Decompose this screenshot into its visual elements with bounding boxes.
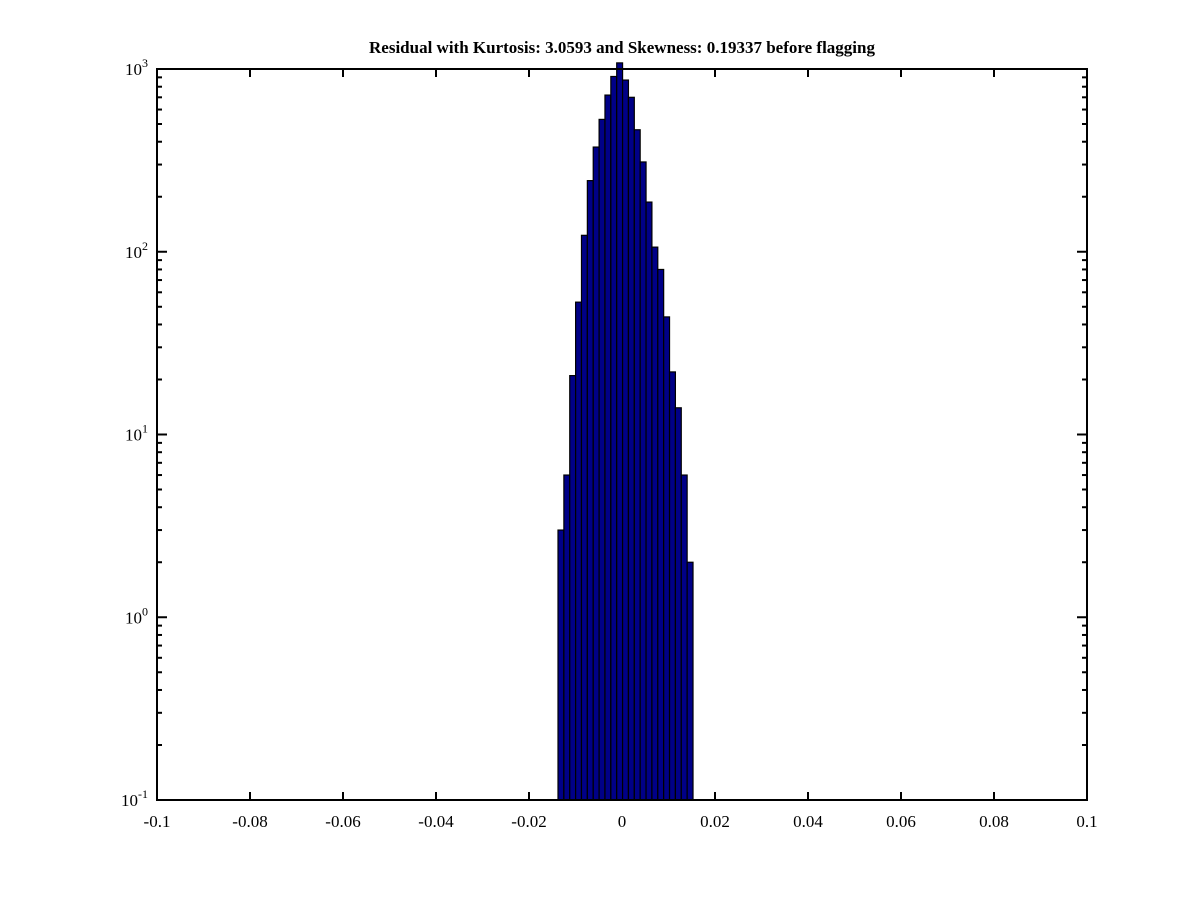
y-tick-label: 100 bbox=[125, 604, 148, 627]
histogram-bar bbox=[563, 474, 571, 801]
x-tick-label: -0.02 bbox=[511, 812, 546, 831]
histogram-bar bbox=[663, 316, 671, 801]
x-tick-label: 0.08 bbox=[979, 812, 1009, 831]
y-tick-label: 103 bbox=[125, 56, 148, 79]
histogram-bar bbox=[668, 371, 677, 801]
x-tick-label: -0.04 bbox=[418, 812, 454, 831]
histogram-bar bbox=[598, 118, 606, 801]
x-tick-label: 0.06 bbox=[886, 812, 916, 831]
histogram-bar bbox=[627, 96, 635, 801]
x-tick-label: 0.1 bbox=[1076, 812, 1097, 831]
y-tick-label: 101 bbox=[125, 422, 148, 445]
x-tick-label: 0 bbox=[618, 812, 627, 831]
y-tick-label: 10-1 bbox=[121, 787, 148, 810]
x-tick-label: 0.02 bbox=[700, 812, 730, 831]
histogram-bar bbox=[645, 201, 653, 801]
histogram-bar bbox=[686, 561, 694, 801]
histogram-bar bbox=[621, 79, 630, 801]
histogram-bar bbox=[569, 375, 577, 801]
histogram-bar bbox=[592, 146, 600, 801]
x-tick-label: -0.06 bbox=[325, 812, 360, 831]
histogram-bar bbox=[604, 94, 612, 801]
histogram-bar bbox=[680, 474, 688, 801]
histogram-bar bbox=[633, 129, 641, 801]
histogram-bars bbox=[557, 62, 694, 801]
histogram-bar bbox=[616, 62, 624, 801]
histogram-bar bbox=[639, 161, 647, 801]
histogram-bar bbox=[651, 246, 659, 801]
histogram-bar bbox=[610, 75, 618, 801]
x-tick-label: -0.1 bbox=[144, 812, 171, 831]
y-tick-label: 102 bbox=[125, 239, 148, 262]
x-tick-label: -0.08 bbox=[232, 812, 267, 831]
histogram-bar bbox=[586, 180, 594, 801]
axes-frame bbox=[156, 68, 1088, 801]
histogram-bar bbox=[580, 234, 588, 801]
histogram-bar bbox=[674, 407, 682, 801]
histogram-bar bbox=[657, 268, 665, 801]
x-tick-label: 0.04 bbox=[793, 812, 823, 831]
chart-title: Residual with Kurtosis: 3.0593 and Skewn… bbox=[369, 38, 875, 57]
histogram-bar bbox=[575, 301, 583, 801]
histogram-bar bbox=[557, 529, 565, 801]
